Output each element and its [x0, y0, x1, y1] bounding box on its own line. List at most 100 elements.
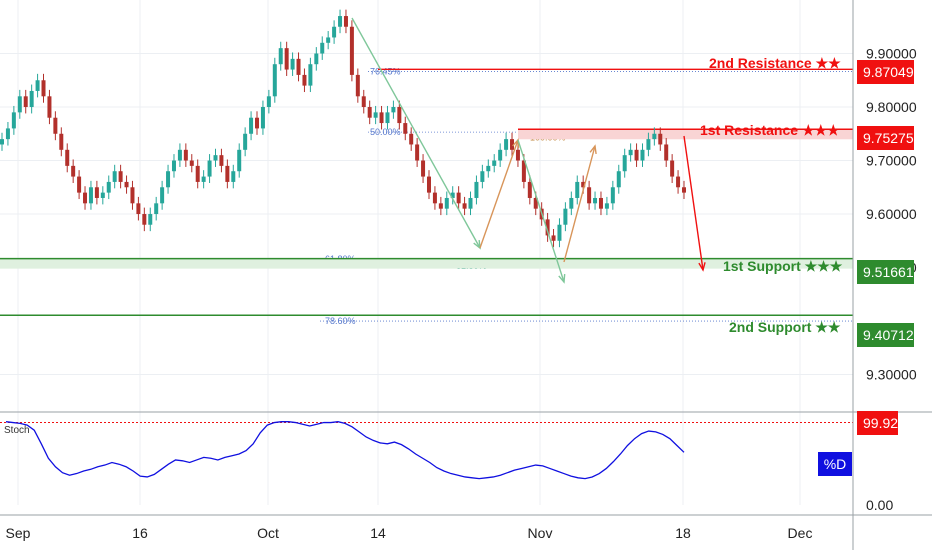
candle-body	[195, 165, 200, 182]
arrow-up-orange-2-head	[589, 144, 597, 155]
x-tick-label: Oct	[257, 525, 279, 541]
candle-body	[664, 144, 669, 161]
candle-body	[142, 214, 147, 225]
candle-body	[160, 187, 165, 204]
price-tag-stoch-level: 99.92	[857, 411, 899, 435]
candle-body	[510, 139, 515, 150]
candle-body	[361, 96, 366, 108]
x-tick-label: Sep	[6, 525, 31, 541]
candle-body	[154, 203, 159, 215]
candle-body	[23, 96, 28, 108]
y-tick-label: 9.70000	[866, 153, 917, 169]
x-tick-label: 14	[370, 525, 386, 541]
candle-body	[486, 165, 491, 172]
candle-body	[249, 117, 254, 134]
price-tag-2nd-resistance: 9.87049	[857, 60, 914, 84]
y-tick-label: 9.30000	[866, 367, 917, 383]
candle-body	[385, 112, 390, 124]
candle-body	[397, 107, 402, 124]
pattern-arrows	[351, 17, 706, 284]
candle-body	[634, 149, 639, 161]
candle-body	[296, 58, 301, 75]
candle-body	[575, 181, 580, 198]
candle-body	[112, 171, 117, 182]
candle-body	[652, 133, 657, 140]
candle-body	[29, 90, 34, 108]
candle-body	[604, 203, 609, 209]
candle-body	[290, 58, 295, 70]
candle-body	[504, 139, 509, 150]
candle-body	[557, 224, 562, 241]
candle-body	[77, 176, 82, 193]
candle-body	[124, 181, 129, 188]
arrow-down-red	[683, 135, 704, 271]
candle-body	[349, 26, 354, 75]
candle-body	[237, 149, 242, 172]
candle-body	[65, 149, 70, 166]
candle-body	[593, 197, 598, 204]
candle-body	[563, 208, 568, 225]
stoch-d-line	[5, 421, 685, 480]
candle-body	[462, 203, 467, 209]
stochastic-plot	[0, 421, 853, 480]
arrow-down-green-2-head	[558, 273, 566, 284]
candle-body	[260, 107, 265, 129]
candle-body	[616, 171, 621, 188]
candle-body	[498, 149, 503, 161]
chart-grid	[0, 0, 853, 505]
stoch-legend-d: %D	[818, 452, 852, 476]
arrow-down-green-2	[517, 139, 565, 283]
candle-body	[581, 181, 586, 188]
candle-body	[302, 74, 307, 86]
candle-body	[379, 112, 384, 124]
fib-label: 78.60%	[325, 316, 356, 326]
candle-body	[171, 160, 176, 172]
candle-body	[0, 139, 4, 145]
candle-body	[682, 187, 686, 193]
label-1st-support: 1st Support ★★★	[723, 258, 843, 274]
price-tag-1st-support: 9.51661	[857, 260, 914, 284]
candle-body	[610, 187, 615, 204]
candle-body	[308, 64, 313, 86]
candle-body	[670, 160, 675, 177]
candle-body	[83, 192, 88, 204]
candle-body	[468, 197, 473, 209]
fib-label: 50.00%	[370, 127, 401, 137]
stoch-y-tick-label: 0.00	[866, 497, 893, 513]
candle-body	[183, 149, 188, 161]
candle-body	[148, 214, 153, 225]
candle-body	[278, 48, 283, 65]
candle-body	[355, 74, 360, 97]
candle-body	[266, 96, 271, 108]
stoch-indicator-name: Stoch	[4, 425, 30, 436]
candle-body	[17, 96, 22, 113]
candle-body	[569, 197, 574, 209]
candle-body	[415, 144, 420, 161]
zone-1st-support	[0, 258, 853, 269]
candle-body	[521, 160, 526, 182]
candle-body	[213, 155, 218, 161]
candle-body	[231, 171, 236, 182]
candle-body	[444, 197, 449, 209]
candle-body	[527, 181, 532, 198]
x-tick-label: Nov	[528, 525, 553, 541]
candle-body	[492, 160, 497, 166]
candle-body	[343, 16, 348, 27]
price-tag-1st-resistance: 9.75275	[857, 126, 914, 150]
candle-body	[421, 160, 426, 177]
x-tick-label: 18	[675, 525, 691, 541]
candle-body	[59, 133, 64, 150]
candle-body	[332, 26, 337, 38]
candle-body	[456, 192, 461, 204]
candle-body	[426, 176, 431, 193]
candle-body	[94, 187, 99, 198]
candle-body	[646, 139, 651, 150]
candle-body	[551, 235, 556, 241]
arrow-down-green-1	[351, 17, 481, 249]
arrow-up-orange-1	[479, 139, 519, 249]
candle-body	[130, 187, 135, 204]
candle-body	[47, 96, 52, 118]
candle-body	[106, 181, 111, 193]
candle-body	[515, 149, 520, 161]
